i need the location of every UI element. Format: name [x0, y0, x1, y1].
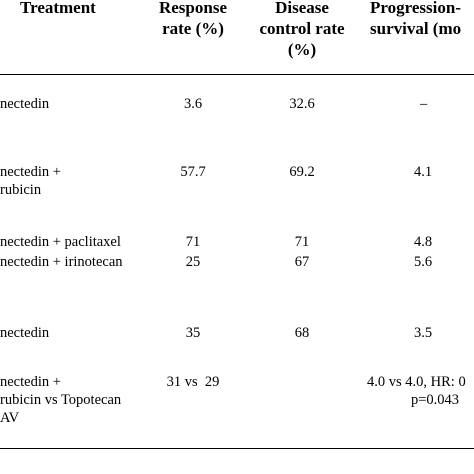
row3-treatment-line1: nectedin + paclitaxel: [0, 234, 121, 250]
row5-disease-control-rate: 68: [294, 325, 310, 341]
header-pfs: Progression- survival (mo: [356, 0, 474, 39]
row6-pfs-line2: p=0.043: [411, 392, 460, 408]
row1-treatment-line1: nectedin: [0, 96, 50, 112]
header-response-rate-line2: rate (%): [162, 19, 224, 38]
header-pfs-line1: Progression-: [370, 0, 461, 17]
row4-response-rate: 25: [185, 254, 201, 270]
row1-pfs-line1: –: [420, 96, 428, 112]
header-pfs-line2: survival (mo: [370, 19, 462, 38]
row4-disease-control-rate: 67: [294, 254, 310, 270]
row4-pfs: 5.6: [414, 253, 432, 271]
row4-treatment: nectedin + irinotecan: [0, 253, 123, 271]
row5-response-rate: 35: [185, 325, 201, 341]
header-disease-control-rate: Disease control rate (%): [248, 0, 356, 60]
row6-pfs-line1: 4.0 vs 4.0, HR: 0: [367, 374, 466, 390]
row3-treatment: nectedin + paclitaxel: [0, 233, 121, 251]
row6-treatment-line1: nectedin +: [0, 374, 61, 390]
row4-pfs-line1: 5.6: [414, 254, 433, 270]
row2-treatment: nectedin + rubicin: [0, 163, 61, 199]
row1-disease-control-rate: 32.6: [289, 96, 315, 112]
row3-response-rate: 71: [185, 234, 201, 250]
row5-pfs: 3.5: [414, 324, 432, 342]
header-response-rate: Response rate (%): [138, 0, 248, 39]
row6-treatment: nectedin + rubicin vs Topotecan AV: [0, 373, 121, 427]
row6-response-rate: 31 vs 29: [166, 374, 220, 390]
row1-pfs: –: [420, 95, 427, 113]
row6-pfs: 4.0 vs 4.0, HR: 0 p=0.043: [367, 373, 466, 409]
row4-treatment-line1: nectedin + irinotecan: [0, 254, 123, 270]
bottom-rule: [0, 448, 474, 449]
row3-disease-control-rate: 71: [294, 234, 310, 250]
row2-pfs-line1: 4.1: [414, 164, 433, 180]
row6-treatment-line2: rubicin vs Topotecan: [0, 392, 122, 408]
row5-treatment: nectedin: [0, 324, 49, 342]
row2-treatment-line1: nectedin +: [0, 164, 61, 180]
row2-treatment-line2: rubicin: [0, 182, 42, 198]
row5-treatment-line1: nectedin: [0, 325, 50, 341]
row1-response-rate: 3.6: [183, 96, 203, 112]
row2-disease-control-rate: 69.2: [289, 164, 315, 180]
header-dcr-line3: (%): [287, 40, 317, 59]
header-dcr-line2: control rate: [259, 19, 345, 38]
row3-pfs-line1: 4.8: [414, 234, 433, 250]
row3-pfs: 4.8: [414, 233, 432, 251]
header-treatment: Treatment: [20, 0, 96, 17]
header-response-rate-line1: Response: [158, 0, 227, 17]
row1-treatment: nectedin: [0, 95, 49, 113]
row2-pfs: 4.1: [414, 163, 432, 181]
header-dcr-line1: Disease: [275, 0, 329, 17]
row6-treatment-line3: AV: [0, 410, 20, 426]
header-rule: [0, 74, 474, 75]
row5-pfs-line1: 3.5: [414, 325, 433, 341]
row2-response-rate: 57.7: [180, 164, 206, 180]
